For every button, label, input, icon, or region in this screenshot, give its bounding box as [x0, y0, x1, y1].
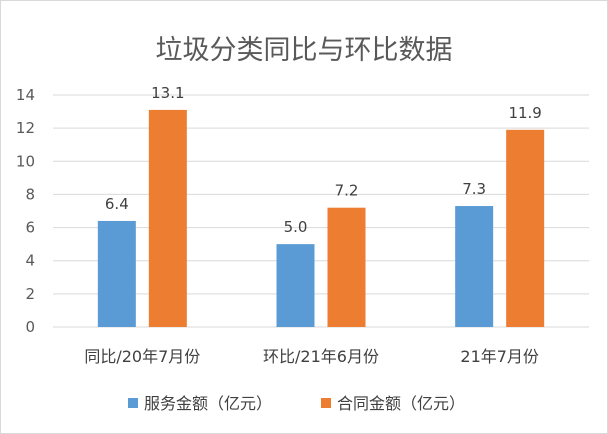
- legend-swatch: [128, 398, 138, 408]
- x-category-label: 同比/20年7月份: [84, 347, 200, 366]
- bar-service-1: [276, 244, 315, 327]
- data-label: 7.2: [335, 182, 359, 200]
- y-axis-ticks: 0 2 4 6 8 10 12 14: [16, 86, 35, 336]
- x-category-label: 环比/21年6月份: [263, 347, 379, 366]
- data-label: 6.4: [105, 195, 129, 213]
- legend-swatch: [321, 398, 331, 408]
- y-tick-label: 12: [16, 119, 35, 137]
- y-tick-label: 2: [25, 285, 35, 303]
- bars: [97, 109, 545, 328]
- legend: 服务金额（亿元） 合同金额（亿元）: [128, 394, 465, 413]
- bar-contract-2: [506, 129, 545, 327]
- grid-lines: [53, 94, 589, 328]
- bar-contract-1: [327, 207, 366, 327]
- legend-label: 服务金额（亿元）: [144, 394, 272, 413]
- y-tick-label: 14: [16, 86, 35, 104]
- y-tick-label: 10: [16, 152, 35, 170]
- y-tick-label: 4: [25, 252, 35, 270]
- bar-contract-0: [148, 109, 187, 328]
- y-tick-label: 8: [25, 185, 35, 203]
- y-tick-label: 0: [25, 318, 35, 336]
- legend-label: 合同金额（亿元）: [337, 394, 465, 413]
- data-label: 11.9: [508, 104, 541, 122]
- bar-service-2: [455, 206, 494, 327]
- data-label: 5.0: [284, 218, 308, 236]
- y-tick-label: 6: [25, 219, 35, 237]
- x-axis-categories: 同比/20年7月份 环比/21年6月份 21年7月份: [84, 347, 539, 366]
- data-labels: 6.4 13.1 5.0 7.2 7.3 11.9: [105, 84, 542, 236]
- chart-title: 垃圾分类同比与环比数据: [156, 35, 453, 66]
- data-label: 7.3: [462, 180, 486, 198]
- data-label: 13.1: [151, 84, 184, 102]
- bar-service-0: [97, 220, 136, 327]
- x-category-label: 21年7月份: [460, 347, 539, 366]
